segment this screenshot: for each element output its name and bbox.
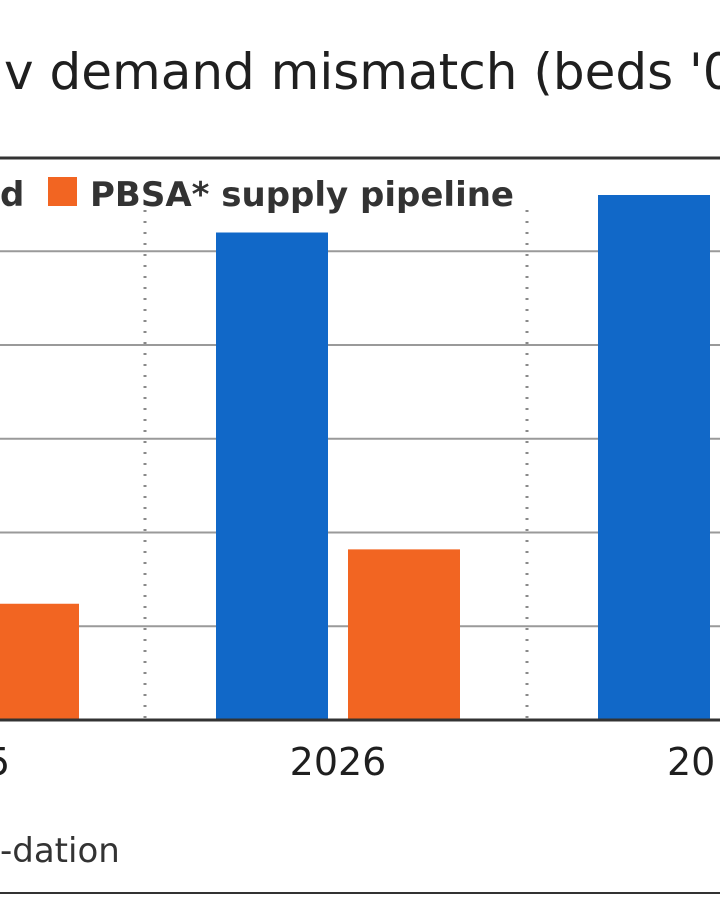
legend-swatch-supply [48, 177, 77, 206]
tick-label-2025: 5 [0, 740, 10, 784]
tick-label-2026: 2026 [290, 740, 387, 784]
legend: d PBSA* supply pipeline [0, 175, 514, 215]
bar-supply-5 [0, 603, 79, 720]
bar-demand-20 [598, 195, 710, 720]
footer-source: -dation [0, 831, 120, 871]
bars [0, 195, 710, 720]
tick-label-2027: 20 [667, 740, 715, 784]
bar-supply-2026 [348, 549, 460, 720]
legend-label-demand: d [0, 175, 24, 215]
legend-label-supply: PBSA* supply pipeline [90, 175, 514, 215]
chart-title: v demand mismatch (beds '0 [4, 43, 720, 101]
bar-demand-2026 [216, 232, 328, 720]
